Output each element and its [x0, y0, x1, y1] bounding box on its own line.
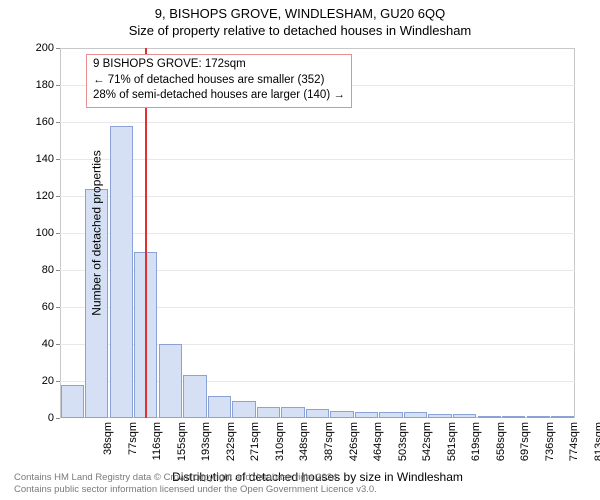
bar: [330, 411, 353, 418]
footer-line-2: Contains public sector information licen…: [14, 484, 590, 496]
chart-subtitle: Size of property relative to detached ho…: [0, 21, 600, 38]
ytick-label: 120: [36, 190, 60, 202]
ytick-label: 20: [42, 375, 60, 387]
ytick-label: 160: [36, 116, 60, 128]
ytick-label: 0: [48, 412, 60, 424]
bar: [281, 407, 304, 418]
ytick-label: 100: [36, 227, 60, 239]
bar: [404, 412, 427, 418]
bar: [183, 375, 206, 418]
footer-line-1: Contains HM Land Registry data © Crown c…: [14, 472, 590, 484]
ytick-label: 80: [42, 264, 60, 276]
bar: [478, 416, 501, 418]
bar: [355, 412, 378, 418]
bar: [159, 344, 182, 418]
bar: [453, 414, 476, 418]
chart-supertitle: 9, BISHOPS GROVE, WINDLESHAM, GU20 6QQ: [0, 0, 600, 21]
annotation-line: 9 BISHOPS GROVE: 172sqm: [93, 57, 345, 73]
bar: [208, 396, 231, 418]
bar: [306, 409, 329, 418]
annotation-line: 28% of semi-detached houses are larger (…: [93, 88, 345, 104]
ytick-label: 40: [42, 338, 60, 350]
bar: [232, 401, 255, 418]
ytick-label: 140: [36, 153, 60, 165]
bar: [502, 416, 525, 418]
footer-attribution: Contains HM Land Registry data © Crown c…: [14, 472, 590, 496]
annotation-line: ← 71% of detached houses are smaller (35…: [93, 73, 345, 89]
plot-area: 020406080100120140160180200 38sqm77sqm11…: [60, 48, 575, 418]
xtick-label: 813sqm: [593, 422, 600, 482]
ytick-label: 180: [36, 79, 60, 91]
bar: [551, 416, 574, 418]
bar: [379, 412, 402, 418]
bar: [428, 414, 451, 418]
y-axis-title: Number of detached properties: [90, 150, 104, 315]
ytick-label: 60: [42, 301, 60, 313]
bar: [257, 407, 280, 418]
bar: [110, 126, 133, 418]
bar: [61, 385, 84, 418]
bar: [527, 416, 550, 418]
reference-annotation: 9 BISHOPS GROVE: 172sqm← 71% of detached…: [86, 54, 352, 108]
ytick-label: 200: [36, 42, 60, 54]
